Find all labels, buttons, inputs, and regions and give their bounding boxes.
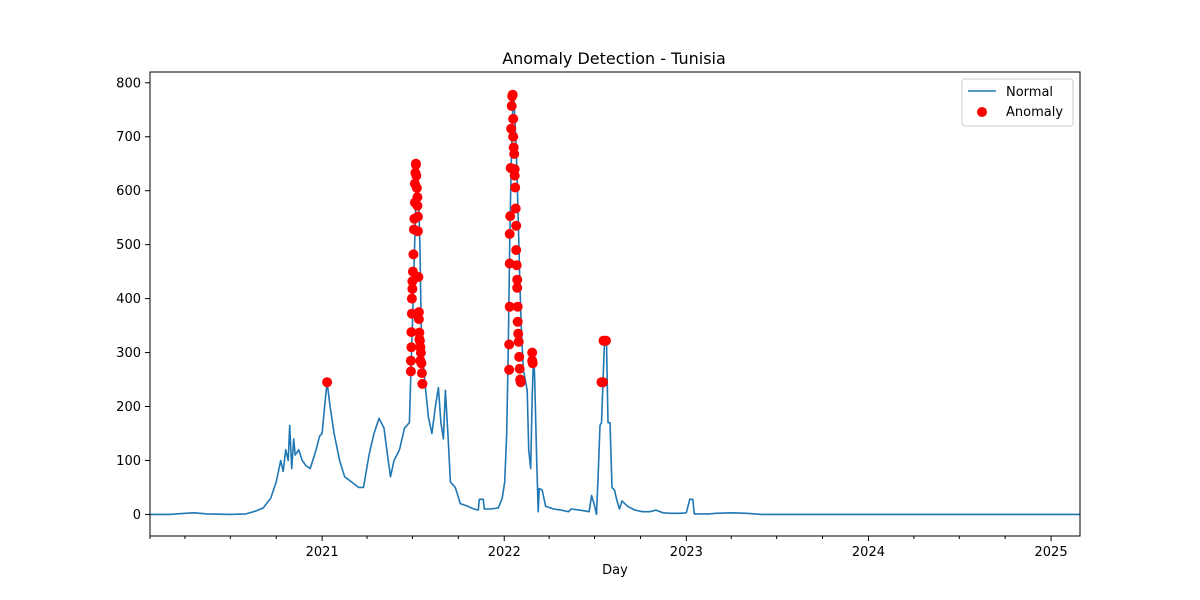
anomaly-point bbox=[412, 211, 423, 222]
anomaly-point bbox=[514, 363, 525, 374]
x-axis-label: Day bbox=[602, 563, 628, 578]
anomaly-point bbox=[413, 314, 424, 325]
anomaly-points bbox=[322, 89, 611, 389]
anomaly-point bbox=[527, 358, 538, 369]
anomaly-point bbox=[410, 158, 421, 169]
anomaly-point bbox=[416, 358, 427, 369]
anomaly-point bbox=[412, 226, 423, 237]
x-tick-label: 2021 bbox=[306, 545, 339, 560]
x-tick-label: 2022 bbox=[488, 545, 521, 560]
anomaly-point bbox=[412, 200, 423, 211]
anomaly-point bbox=[405, 366, 416, 377]
anomaly-point bbox=[512, 282, 523, 293]
anomaly-point bbox=[509, 170, 520, 181]
anomaly-point bbox=[510, 203, 521, 214]
y-tick-label: 600 bbox=[116, 184, 141, 199]
anomaly-point bbox=[511, 245, 522, 255]
anomaly-point bbox=[512, 316, 523, 327]
anomaly-point bbox=[507, 89, 518, 100]
y-tick-label: 500 bbox=[116, 238, 141, 253]
anomaly-point bbox=[513, 336, 524, 347]
anomaly-point bbox=[505, 211, 516, 222]
anomaly-point bbox=[415, 347, 426, 358]
y-tick-label: 0 bbox=[133, 508, 141, 523]
legend: Normal Anomaly bbox=[961, 78, 1074, 127]
anomaly-point bbox=[411, 183, 422, 193]
anomaly-point bbox=[512, 274, 523, 285]
y-tick-label: 400 bbox=[116, 292, 141, 307]
anomaly-point bbox=[504, 364, 515, 375]
y-tick-label: 300 bbox=[116, 346, 141, 361]
anomaly-point bbox=[408, 249, 419, 260]
anomaly-point bbox=[511, 260, 522, 271]
x-tick-label: 2023 bbox=[670, 545, 703, 560]
anomaly-point bbox=[512, 301, 523, 312]
series-line-normal bbox=[150, 93, 1080, 516]
anomaly-point bbox=[417, 378, 428, 389]
anomaly-point bbox=[416, 368, 427, 379]
anomaly-point bbox=[506, 101, 517, 111]
plot-area bbox=[150, 89, 1080, 516]
legend-anomaly-label: Anomaly bbox=[1006, 105, 1063, 120]
legend-anomaly-marker bbox=[977, 107, 987, 117]
x-tick-label: 2025 bbox=[1035, 545, 1068, 560]
anomaly-point bbox=[504, 228, 515, 239]
anomaly-point bbox=[515, 377, 526, 388]
y-tick-label: 800 bbox=[116, 76, 141, 91]
anomaly-point bbox=[513, 328, 524, 339]
anomaly-point bbox=[412, 192, 423, 203]
anomaly-point bbox=[508, 113, 519, 124]
anomaly-point bbox=[413, 307, 424, 318]
y-axis-ticks: 0 100 200 300 400 500 600 700 800 bbox=[116, 76, 150, 523]
anomaly-point bbox=[509, 149, 520, 159]
anomaly-point bbox=[406, 327, 417, 338]
anomaly-point bbox=[514, 351, 525, 362]
anomaly-point bbox=[407, 283, 418, 294]
x-axis-ticks: 2021 2022 2023 2024 2025 bbox=[149, 536, 1068, 560]
y-tick-label: 100 bbox=[116, 454, 141, 469]
chart-title: Anomaly Detection - Tunisia bbox=[502, 49, 726, 68]
anomaly-point bbox=[601, 335, 611, 346]
anomaly-point bbox=[405, 355, 416, 366]
y-tick-label: 200 bbox=[116, 400, 141, 415]
anomaly-point bbox=[406, 293, 417, 304]
anomaly-point bbox=[511, 220, 522, 231]
x-tick-label: 2024 bbox=[852, 545, 885, 560]
y-tick-label: 700 bbox=[116, 130, 141, 145]
anomaly-point bbox=[411, 170, 422, 181]
anomaly-point bbox=[508, 131, 519, 142]
anomaly-point bbox=[506, 123, 517, 134]
anomaly-point bbox=[322, 377, 333, 388]
anomaly-point bbox=[504, 301, 515, 312]
anomaly-point bbox=[406, 342, 417, 353]
anomaly-point bbox=[510, 182, 521, 193]
plot-frame bbox=[149, 71, 1081, 537]
legend-normal-label: Normal bbox=[1006, 85, 1053, 100]
anomaly-point bbox=[413, 272, 424, 282]
anomaly-point bbox=[598, 377, 608, 388]
anomaly-point bbox=[527, 347, 538, 358]
anomaly-point bbox=[504, 339, 515, 350]
